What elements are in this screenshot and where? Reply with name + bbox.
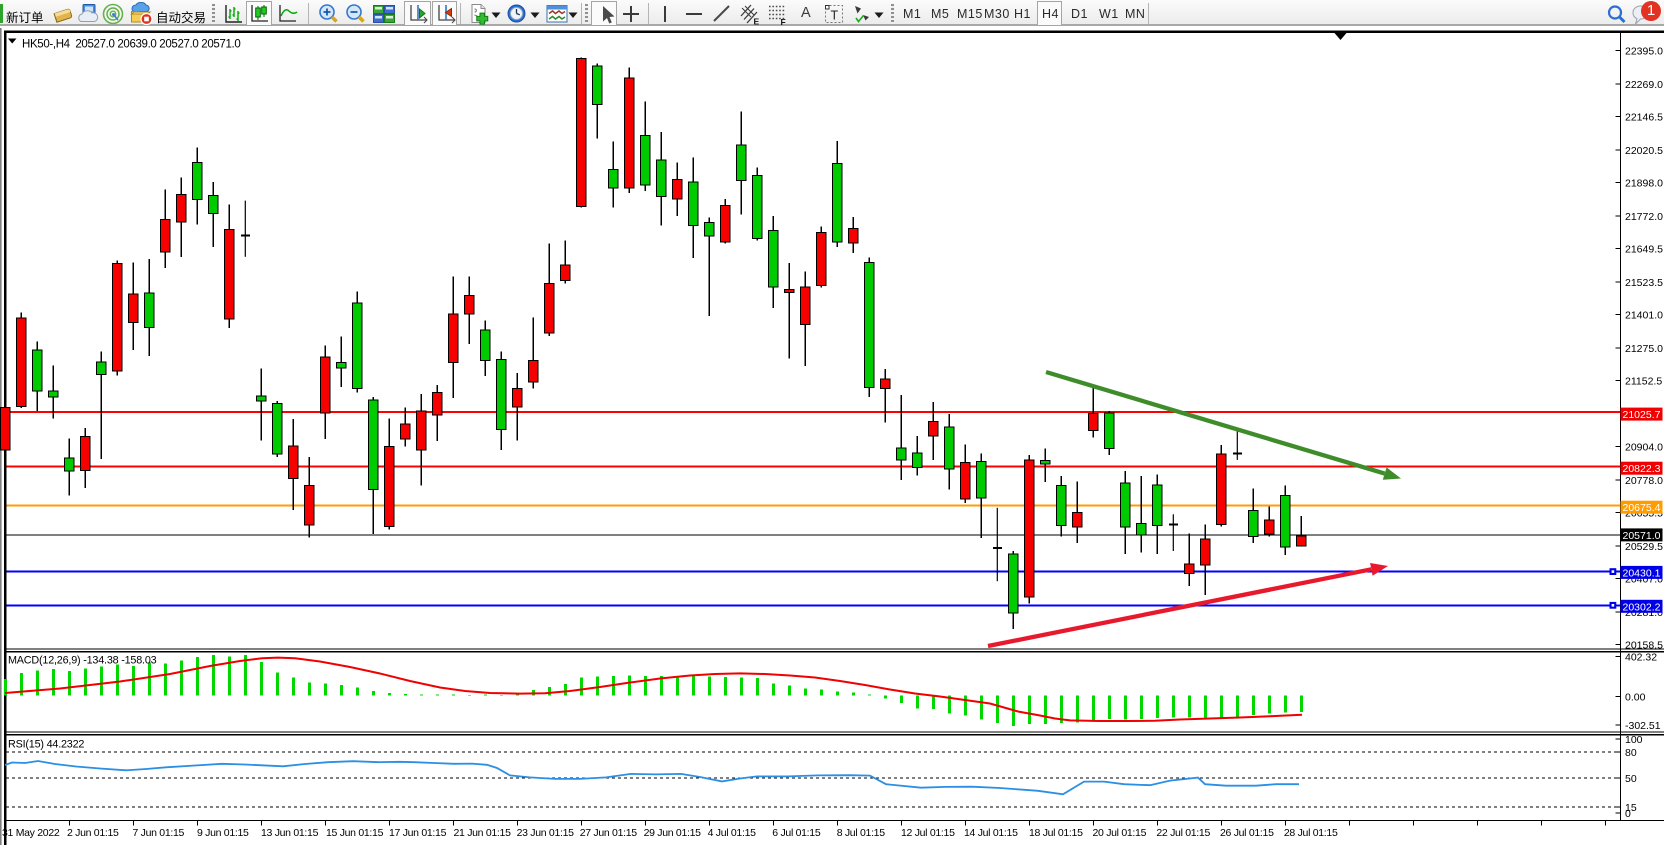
svg-text:-302.51: -302.51 bbox=[1625, 720, 1661, 732]
svg-text:402.32: 402.32 bbox=[1625, 652, 1657, 664]
svg-text:21523.5: 21523.5 bbox=[1625, 277, 1663, 289]
svg-text:100: 100 bbox=[1625, 734, 1643, 746]
svg-text:20158.5: 20158.5 bbox=[1625, 640, 1663, 652]
svg-text:20778.0: 20778.0 bbox=[1625, 475, 1663, 487]
svg-text:80: 80 bbox=[1625, 747, 1637, 759]
svg-text:31 May 2022: 31 May 2022 bbox=[2, 827, 60, 839]
svg-text:0: 0 bbox=[1625, 808, 1631, 820]
svg-text:21025.7: 21025.7 bbox=[1623, 409, 1661, 421]
svg-text:27 Jun 01:15: 27 Jun 01:15 bbox=[580, 827, 638, 839]
svg-text:RSI(15) 44.2322: RSI(15) 44.2322 bbox=[8, 739, 84, 751]
svg-text:15 Jun 01:15: 15 Jun 01:15 bbox=[326, 827, 384, 839]
svg-text:21 Jun 01:15: 21 Jun 01:15 bbox=[454, 827, 512, 839]
svg-text:14 Jul 01:15: 14 Jul 01:15 bbox=[964, 827, 1018, 839]
svg-text:15: 15 bbox=[1625, 802, 1637, 814]
svg-text:4 Jul 01:15: 4 Jul 01:15 bbox=[708, 827, 757, 839]
svg-text:12 Jul 01:15: 12 Jul 01:15 bbox=[901, 827, 955, 839]
svg-text:20430.1: 20430.1 bbox=[1623, 567, 1661, 579]
svg-text:9 Jun 01:15: 9 Jun 01:15 bbox=[197, 827, 249, 839]
svg-text:21152.5: 21152.5 bbox=[1625, 376, 1662, 388]
svg-text:7 Jun 01:15: 7 Jun 01:15 bbox=[133, 827, 185, 839]
svg-text:2 Jun 01:15: 2 Jun 01:15 bbox=[67, 827, 119, 839]
svg-text:20571.0: 20571.0 bbox=[1623, 530, 1661, 542]
svg-text:E: E bbox=[754, 17, 760, 26]
svg-text:0.00: 0.00 bbox=[1625, 691, 1646, 703]
svg-text:26 Jul 01:15: 26 Jul 01:15 bbox=[1220, 827, 1274, 839]
svg-text:28 Jul 01:15: 28 Jul 01:15 bbox=[1284, 827, 1338, 839]
svg-text:22146.5: 22146.5 bbox=[1625, 111, 1663, 123]
svg-text:22269.0: 22269.0 bbox=[1625, 79, 1663, 91]
svg-text:29 Jun 01:15: 29 Jun 01:15 bbox=[644, 827, 702, 839]
svg-text:F: F bbox=[781, 17, 786, 25]
svg-text:21898.0: 21898.0 bbox=[1625, 177, 1663, 189]
svg-text:20 Jul 01:15: 20 Jul 01:15 bbox=[1093, 827, 1147, 839]
svg-text:8 Jul 01:15: 8 Jul 01:15 bbox=[837, 827, 886, 839]
svg-text:20529.5: 20529.5 bbox=[1625, 541, 1663, 553]
svg-text:20302.2: 20302.2 bbox=[1623, 601, 1661, 613]
svg-text:21772.0: 21772.0 bbox=[1625, 211, 1663, 223]
svg-text:HK50-,H4 20527.0 20639.0 2052: HK50-,H4 20527.0 20639.0 20527.0 20571.0 bbox=[22, 39, 240, 51]
svg-text:17 Jun 01:15: 17 Jun 01:15 bbox=[389, 827, 447, 839]
svg-text:MACD(12,26,9) -134.38 -158.03: MACD(12,26,9) -134.38 -158.03 bbox=[8, 655, 157, 667]
svg-text:23 Jun 01:15: 23 Jun 01:15 bbox=[517, 827, 575, 839]
svg-text:13 Jun 01:15: 13 Jun 01:15 bbox=[261, 827, 319, 839]
svg-text:T: T bbox=[831, 9, 839, 23]
svg-text:22395.0: 22395.0 bbox=[1625, 45, 1663, 57]
svg-text:20822.3: 20822.3 bbox=[1623, 463, 1661, 475]
svg-text:21275.0: 21275.0 bbox=[1625, 343, 1663, 355]
svg-text:20904.0: 20904.0 bbox=[1625, 442, 1663, 454]
svg-text:20675.4: 20675.4 bbox=[1623, 502, 1661, 514]
svg-text:50: 50 bbox=[1625, 773, 1637, 785]
svg-text:18 Jul 01:15: 18 Jul 01:15 bbox=[1029, 827, 1083, 839]
svg-text:6 Jul 01:15: 6 Jul 01:15 bbox=[772, 827, 821, 839]
svg-text:21649.5: 21649.5 bbox=[1625, 243, 1663, 255]
svg-text:22020.5: 22020.5 bbox=[1625, 145, 1663, 157]
svg-text:22 Jul 01:15: 22 Jul 01:15 bbox=[1156, 827, 1210, 839]
svg-text:21401.0: 21401.0 bbox=[1625, 309, 1663, 321]
